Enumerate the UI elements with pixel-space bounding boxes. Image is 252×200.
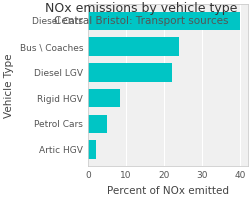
- X-axis label: Percent of NOx emitted: Percent of NOx emitted: [107, 186, 229, 196]
- Bar: [88, 12, 240, 30]
- Bar: [88, 63, 172, 82]
- Y-axis label: Vehicle Type: Vehicle Type: [4, 53, 14, 118]
- Bar: [88, 37, 179, 56]
- Text: NOx emissions by vehicle type: NOx emissions by vehicle type: [45, 2, 237, 15]
- Bar: [88, 115, 107, 133]
- Text: Central Bristol: Transport sources: Central Bristol: Transport sources: [54, 16, 228, 26]
- Bar: [88, 140, 96, 159]
- Bar: [88, 89, 120, 107]
